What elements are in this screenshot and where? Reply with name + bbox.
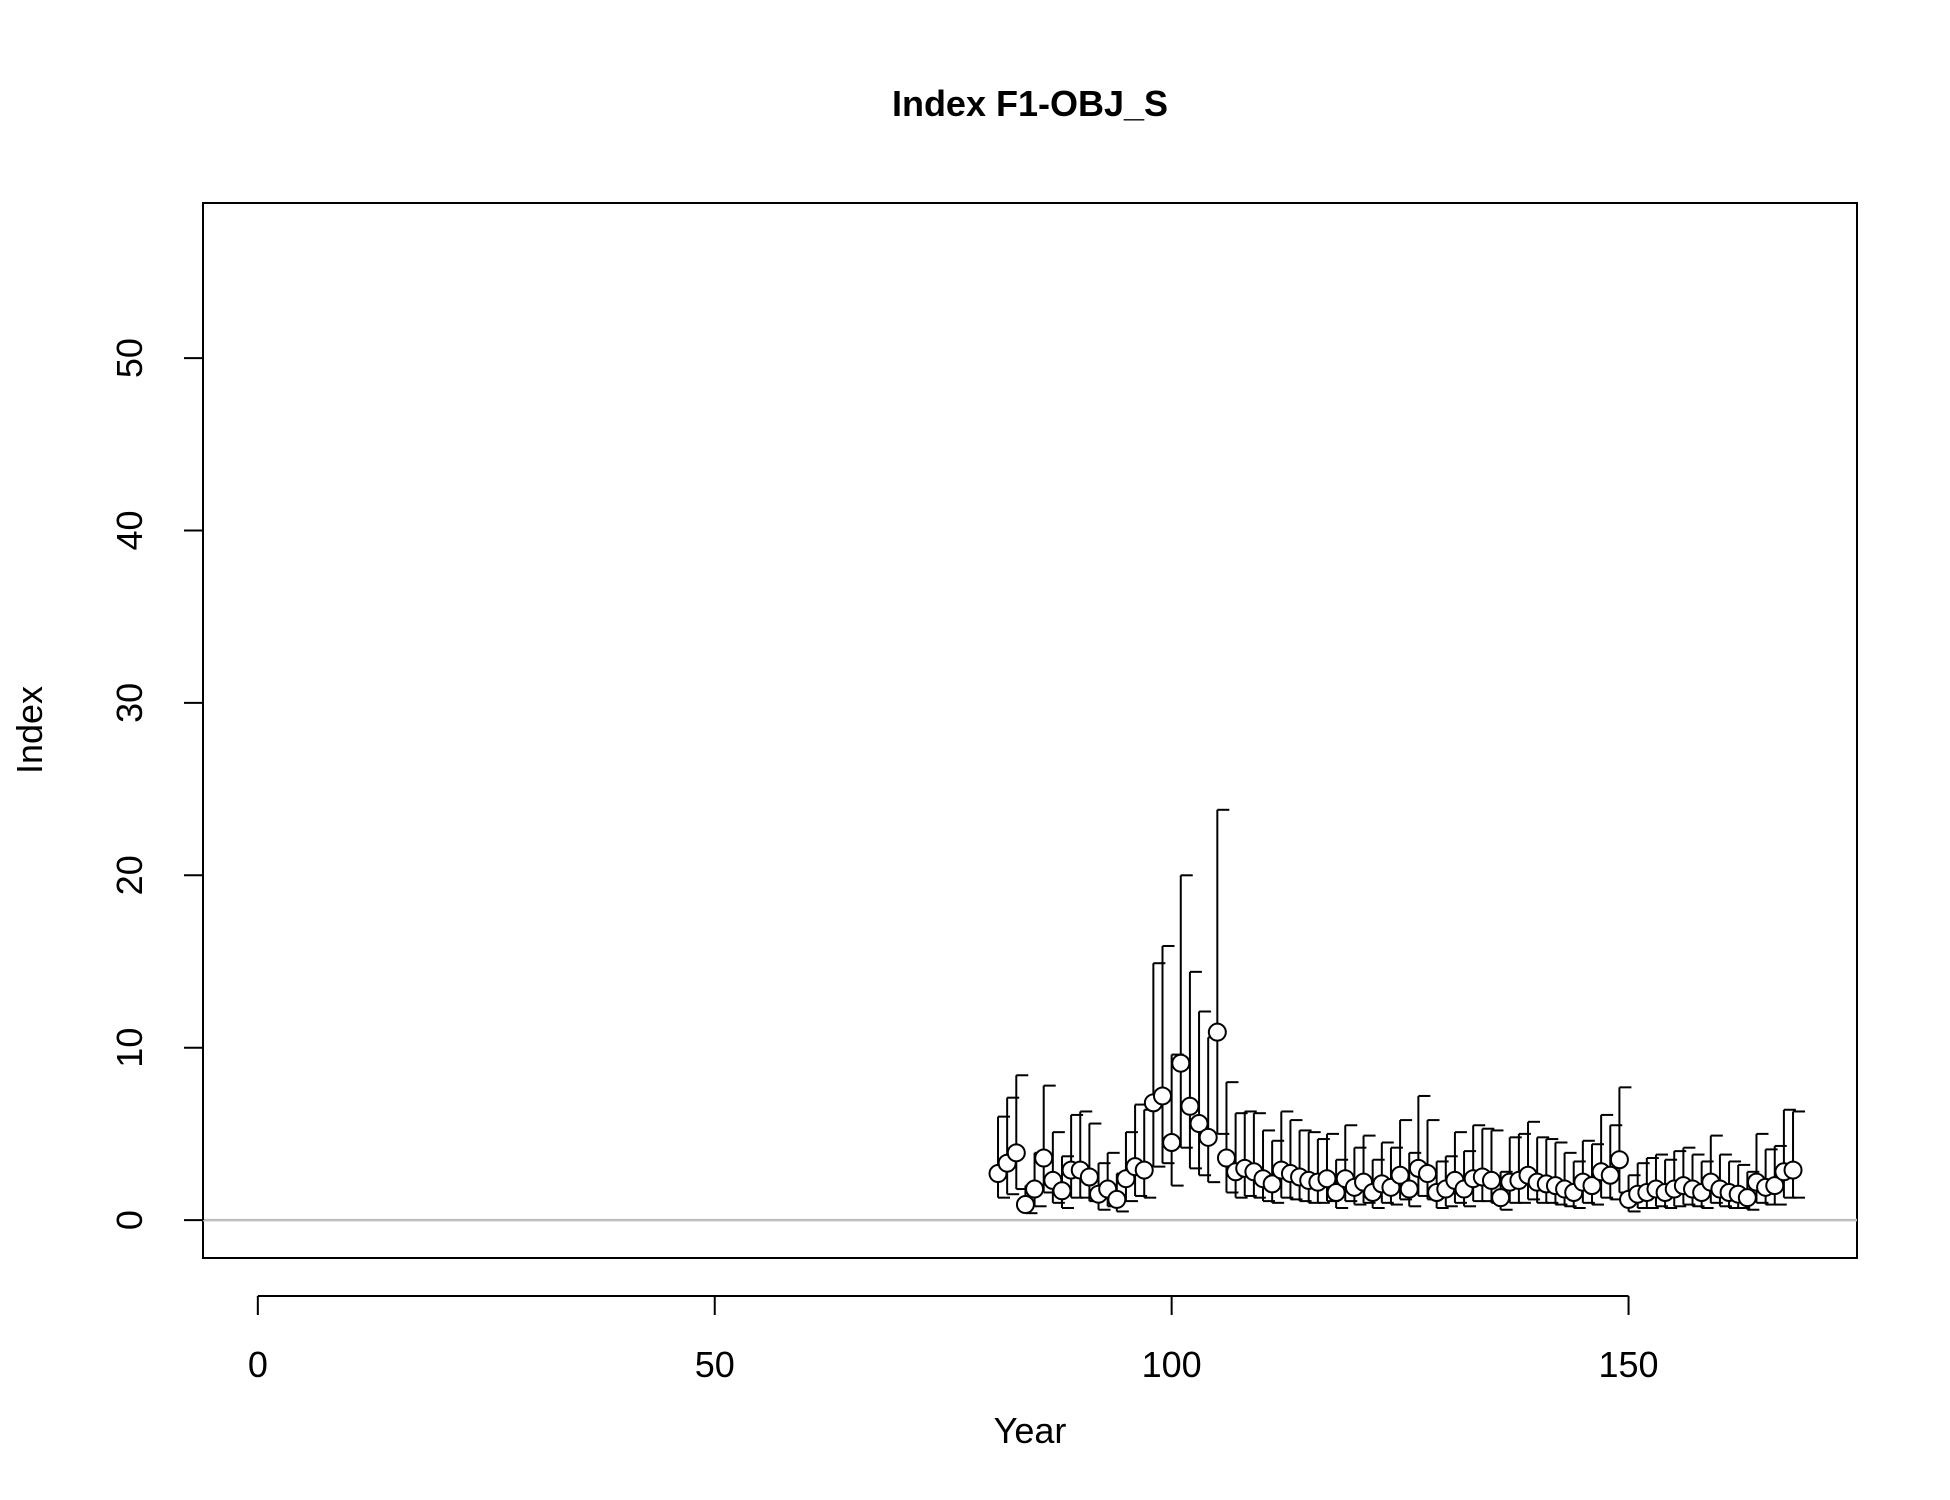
- x-tick-label: 100: [1142, 1344, 1202, 1385]
- data-point: [1198, 1127, 1218, 1147]
- data-point: [1189, 1114, 1209, 1134]
- y-tick-label: 40: [109, 511, 150, 551]
- y-tick-label: 0: [109, 1210, 150, 1230]
- error-bars: [997, 808, 1806, 1215]
- data-point: [1034, 1148, 1054, 1168]
- data-point: [1262, 1174, 1282, 1194]
- data-point: [1079, 1167, 1099, 1187]
- y-axis-label: Index: [9, 686, 50, 774]
- x-tick-label: 0: [248, 1344, 268, 1385]
- data-point: [1491, 1188, 1511, 1208]
- data-point: [1162, 1133, 1182, 1153]
- data-point: [1399, 1179, 1419, 1199]
- data-points: [988, 1022, 1803, 1215]
- data-point: [1765, 1176, 1785, 1196]
- data-point: [1481, 1170, 1501, 1190]
- data-point: [1216, 1148, 1236, 1168]
- data-point: [1317, 1169, 1337, 1189]
- data-point: [1207, 1022, 1227, 1042]
- x-axis-label: Year: [994, 1410, 1067, 1451]
- x-axis: 0 50 100 150: [248, 1295, 1659, 1385]
- data-point: [1783, 1160, 1803, 1180]
- data-point: [1326, 1182, 1346, 1202]
- data-point: [1737, 1188, 1757, 1208]
- data-point: [1609, 1150, 1629, 1170]
- y-tick-label: 10: [109, 1028, 150, 1068]
- y-tick-label: 30: [109, 683, 150, 723]
- data-point: [1418, 1164, 1438, 1184]
- data-point: [1025, 1179, 1045, 1199]
- data-point: [1134, 1160, 1154, 1180]
- data-point: [1153, 1086, 1173, 1106]
- y-tick-label: 20: [109, 855, 150, 895]
- data-point: [1600, 1165, 1620, 1185]
- data-point: [1180, 1096, 1200, 1116]
- chart-title: Index F1-OBJ_S: [892, 83, 1168, 124]
- data-point: [1582, 1176, 1602, 1196]
- y-axis: 0 10 20 30 40 50: [109, 338, 204, 1230]
- data-point: [1015, 1195, 1035, 1215]
- x-tick-label: 150: [1599, 1344, 1659, 1385]
- data-point: [1171, 1053, 1191, 1073]
- data-point: [1107, 1189, 1127, 1209]
- plot-frame: [202, 202, 1858, 1259]
- y-tick-label: 50: [109, 338, 150, 378]
- data-point: [1006, 1143, 1026, 1163]
- data-point: [1390, 1165, 1410, 1185]
- x-tick-label: 50: [695, 1344, 735, 1385]
- data-point: [1052, 1181, 1072, 1201]
